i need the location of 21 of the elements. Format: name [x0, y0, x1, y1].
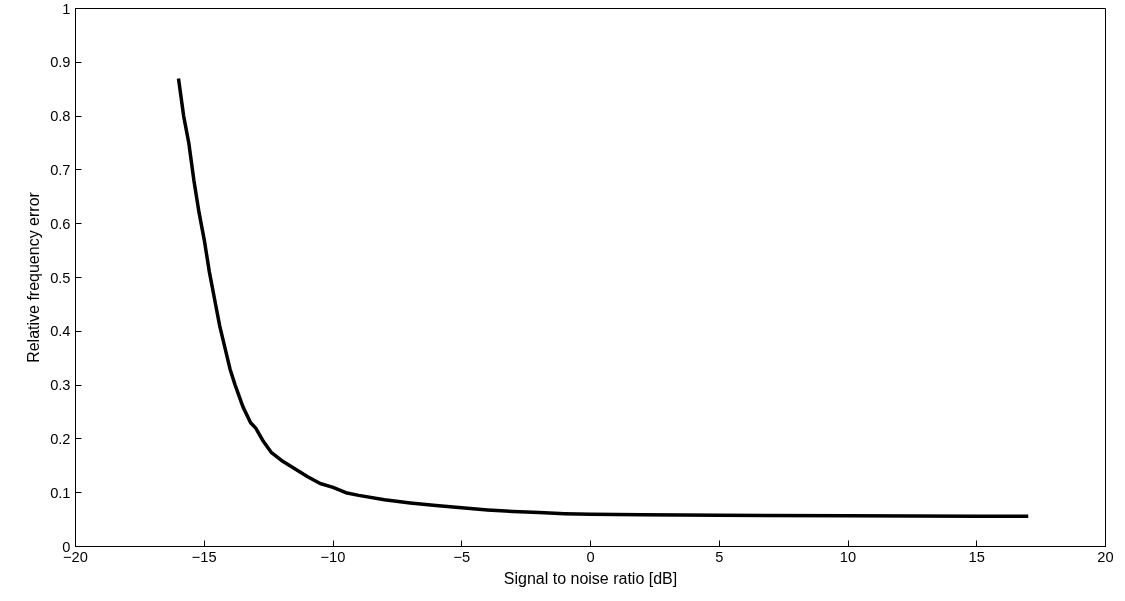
x-tick-label: −15	[191, 548, 217, 565]
x-tick-label: −5	[453, 548, 471, 565]
y-tick-label: 0.3	[50, 377, 71, 394]
y-tick-label: 0.7	[50, 161, 71, 178]
y-tick-label: 1	[62, 0, 71, 17]
x-tick-label: −10	[320, 548, 346, 565]
line-series	[176, 76, 1030, 519]
y-tick-label: 0.5	[50, 269, 71, 286]
y-tick-label: 0.1	[50, 484, 71, 501]
x-tick-label: 0	[586, 548, 595, 565]
x-tick-label: 10	[839, 548, 857, 565]
y-tick-label: 0.8	[50, 108, 71, 125]
x-tick-label: 20	[1097, 548, 1114, 565]
y-axis-title: Relative frequency error	[25, 191, 43, 363]
x-tick-label: 15	[968, 548, 985, 565]
x-axis-title: Signal to noise ratio [dB]	[503, 569, 678, 587]
x-tick-label: 5	[715, 548, 724, 565]
y-tick-label: 0.2	[50, 430, 71, 447]
y-tick-label: 0.9	[50, 54, 71, 71]
y-tick-label: 0.4	[50, 323, 71, 340]
y-tick-label: 0.6	[50, 215, 71, 232]
